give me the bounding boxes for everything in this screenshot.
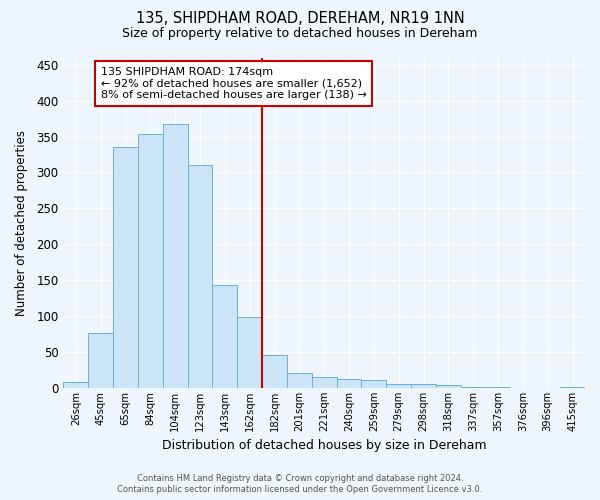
Bar bbox=[337, 378, 361, 388]
Bar bbox=[188, 166, 212, 388]
Bar bbox=[361, 380, 386, 388]
Bar bbox=[163, 124, 188, 388]
Bar bbox=[212, 284, 237, 388]
Bar bbox=[436, 385, 461, 388]
Text: Contains HM Land Registry data © Crown copyright and database right 2024.
Contai: Contains HM Land Registry data © Crown c… bbox=[118, 474, 482, 494]
Bar bbox=[262, 355, 287, 388]
Y-axis label: Number of detached properties: Number of detached properties bbox=[15, 130, 28, 316]
Bar bbox=[287, 373, 312, 388]
Bar bbox=[138, 134, 163, 388]
Bar bbox=[411, 384, 436, 388]
Bar bbox=[88, 334, 113, 388]
X-axis label: Distribution of detached houses by size in Dereham: Distribution of detached houses by size … bbox=[162, 440, 487, 452]
Bar bbox=[312, 376, 337, 388]
Bar bbox=[461, 386, 485, 388]
Bar bbox=[113, 148, 138, 388]
Text: 135, SHIPDHAM ROAD, DEREHAM, NR19 1NN: 135, SHIPDHAM ROAD, DEREHAM, NR19 1NN bbox=[136, 11, 464, 26]
Text: 135 SHIPDHAM ROAD: 174sqm
← 92% of detached houses are smaller (1,652)
8% of sem: 135 SHIPDHAM ROAD: 174sqm ← 92% of detac… bbox=[101, 67, 367, 100]
Bar bbox=[237, 317, 262, 388]
Bar bbox=[64, 382, 88, 388]
Bar bbox=[386, 384, 411, 388]
Text: Size of property relative to detached houses in Dereham: Size of property relative to detached ho… bbox=[122, 26, 478, 40]
